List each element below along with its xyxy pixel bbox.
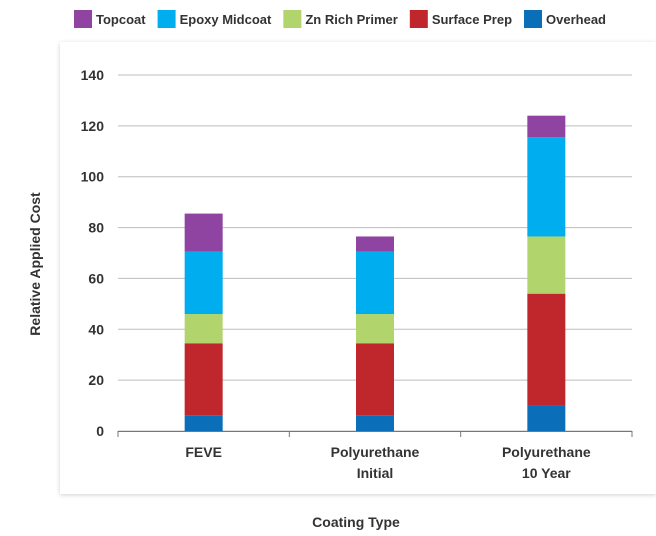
legend-swatch-epoxy-midcoat	[157, 10, 176, 28]
bar-segment-epoxy-midcoat	[184, 251, 223, 315]
x-tick-label: FEVE	[185, 444, 222, 460]
legend-label-topcoat: Topcoat	[96, 12, 146, 27]
y-tick-label: 100	[81, 169, 105, 185]
bar-segment-zn-rich-primer	[184, 314, 223, 344]
y-axis-ticks: 0 20 40 60 80 100 120 140	[81, 67, 105, 439]
x-tick-label: Initial	[357, 465, 394, 481]
y-tick-label: 40	[88, 321, 104, 337]
bar-segment-zn-rich-primer	[527, 236, 566, 294]
legend-label-epoxy-midcoat: Epoxy Midcoat	[180, 12, 272, 27]
legend-swatch-surface-prep	[409, 10, 428, 28]
legend-swatch-topcoat	[74, 10, 92, 28]
bar-segment-epoxy-midcoat	[527, 137, 566, 237]
bars	[184, 115, 566, 431]
x-tick-label: Polyurethane	[502, 444, 591, 460]
y-tick-label: 0	[96, 423, 104, 439]
bar-segment-topcoat	[356, 236, 394, 252]
y-tick-label: 140	[81, 67, 105, 83]
y-tick-label: 80	[88, 220, 104, 236]
x-axis: FEVE Polyurethane Initial Polyurethane 10 Ye…	[117, 431, 633, 481]
legend-swatch-overhead	[524, 10, 543, 28]
x-tick-label: 10 Year	[522, 465, 571, 481]
legend-swatch-zn-rich-primer	[283, 10, 302, 28]
bar-segment-overhead	[527, 405, 566, 431]
legend-label-overhead: Overhead	[546, 12, 606, 27]
bar-segment-zn-rich-primer	[356, 314, 394, 344]
y-tick-label: 60	[88, 270, 104, 286]
bar-segment-epoxy-midcoat	[356, 251, 394, 315]
bar-segment-overhead	[356, 415, 394, 431]
legend: Topcoat Epoxy Midcoat Zn Rich Primer Surfac…	[74, 10, 606, 28]
x-axis-title: Coating Type	[312, 514, 400, 530]
bar-segment-topcoat	[527, 115, 566, 138]
bar-segment-surface-prep	[184, 343, 223, 416]
y-tick-label: 120	[81, 118, 105, 134]
y-tick-label: 20	[88, 372, 104, 388]
legend-label-surface-prep: Surface Prep	[432, 12, 512, 27]
x-tick-label: Polyurethane	[331, 444, 420, 460]
legend-label-zn-rich-primer: Zn Rich Primer	[305, 12, 397, 27]
bar-segment-overhead	[184, 415, 223, 431]
y-axis-title: Relative Applied Cost	[27, 192, 43, 336]
bar-segment-surface-prep	[356, 343, 394, 416]
bar-segment-surface-prep	[527, 293, 566, 406]
bar-segment-topcoat	[184, 213, 223, 252]
